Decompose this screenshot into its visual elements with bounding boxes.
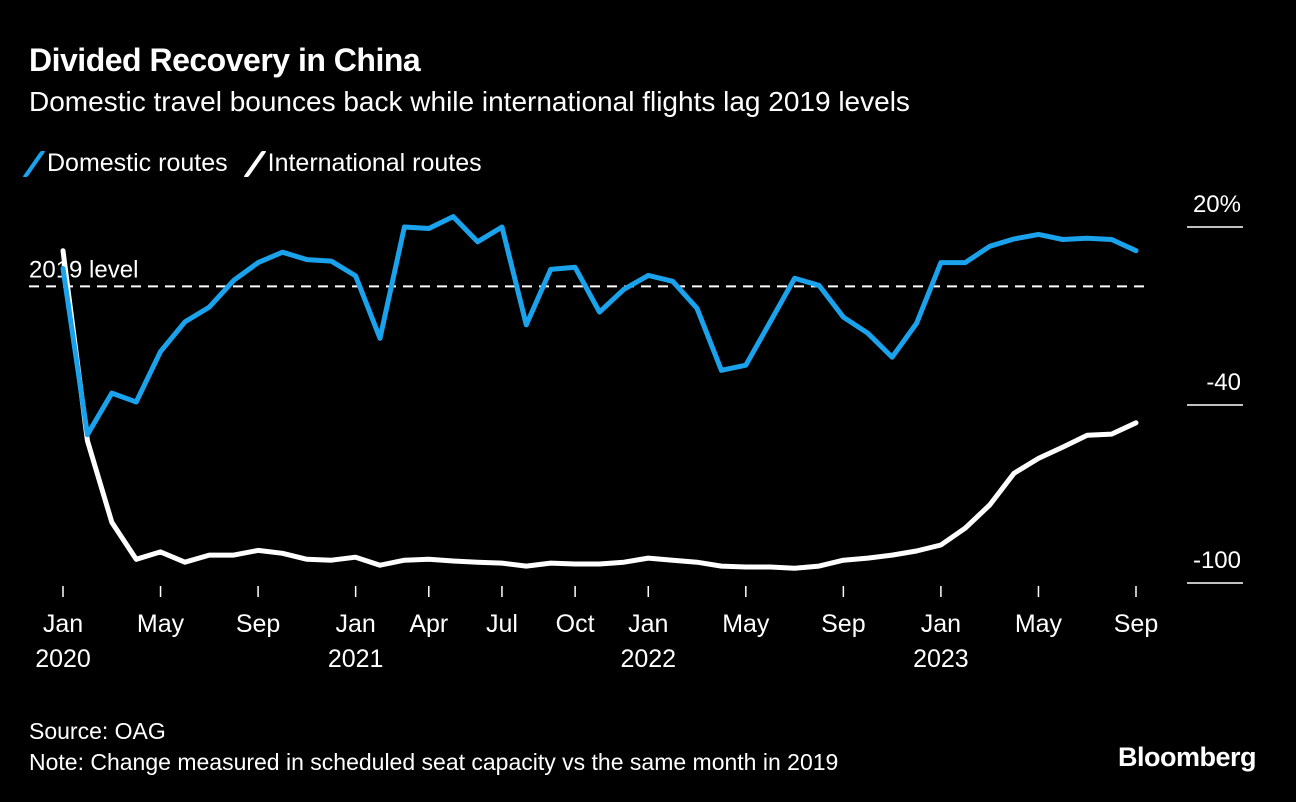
x-tick-label: Sep — [236, 610, 280, 638]
chart-title: Divided Recovery in China — [29, 42, 421, 78]
x-tick-label: May — [1015, 610, 1063, 638]
legend-label-international: International routes — [267, 149, 482, 177]
x-tick-label: Apr — [409, 610, 448, 638]
x-tick-label: Jan — [628, 610, 668, 638]
chart-subtitle: Domestic travel bounces back while inter… — [29, 86, 910, 117]
note-text: Note: Change measured in scheduled seat … — [29, 749, 839, 775]
y-tick-label: -100 — [1193, 547, 1241, 574]
y-tick-label: 20% — [1193, 191, 1241, 218]
legend-label-domestic: Domestic routes — [47, 149, 228, 177]
x-tick-year-label: 2021 — [328, 645, 384, 673]
x-tick-label: Jan — [921, 610, 961, 638]
legend-item-domestic: Domestic routes — [22, 149, 228, 178]
x-tick-label: Jan — [335, 610, 375, 638]
x-tick-year-label: 2022 — [620, 645, 676, 673]
bloomberg-logo: Bloomberg — [1117, 742, 1257, 772]
legend-item-international: International routes — [243, 149, 482, 178]
x-tick-label: Oct — [556, 610, 595, 638]
x-tick-label: Sep — [1114, 610, 1158, 638]
source-text: Source: OAG — [29, 718, 166, 744]
x-tick-label: Jul — [486, 610, 518, 638]
x-tick-year-label: 2020 — [35, 645, 91, 673]
y-tick-label: -40 — [1206, 369, 1241, 396]
x-tick-label: Jan — [43, 610, 83, 638]
legend: Domestic routes International routes — [22, 149, 482, 178]
x-tick-label: Sep — [821, 610, 865, 638]
x-tick-label: May — [722, 610, 770, 638]
x-tick-year-label: 2023 — [913, 645, 969, 673]
series-line-international — [60, 248, 1139, 571]
reference-line-label: 2019 level — [29, 256, 138, 283]
x-tick-label: May — [137, 610, 185, 638]
series-line-domestic — [60, 214, 1139, 438]
